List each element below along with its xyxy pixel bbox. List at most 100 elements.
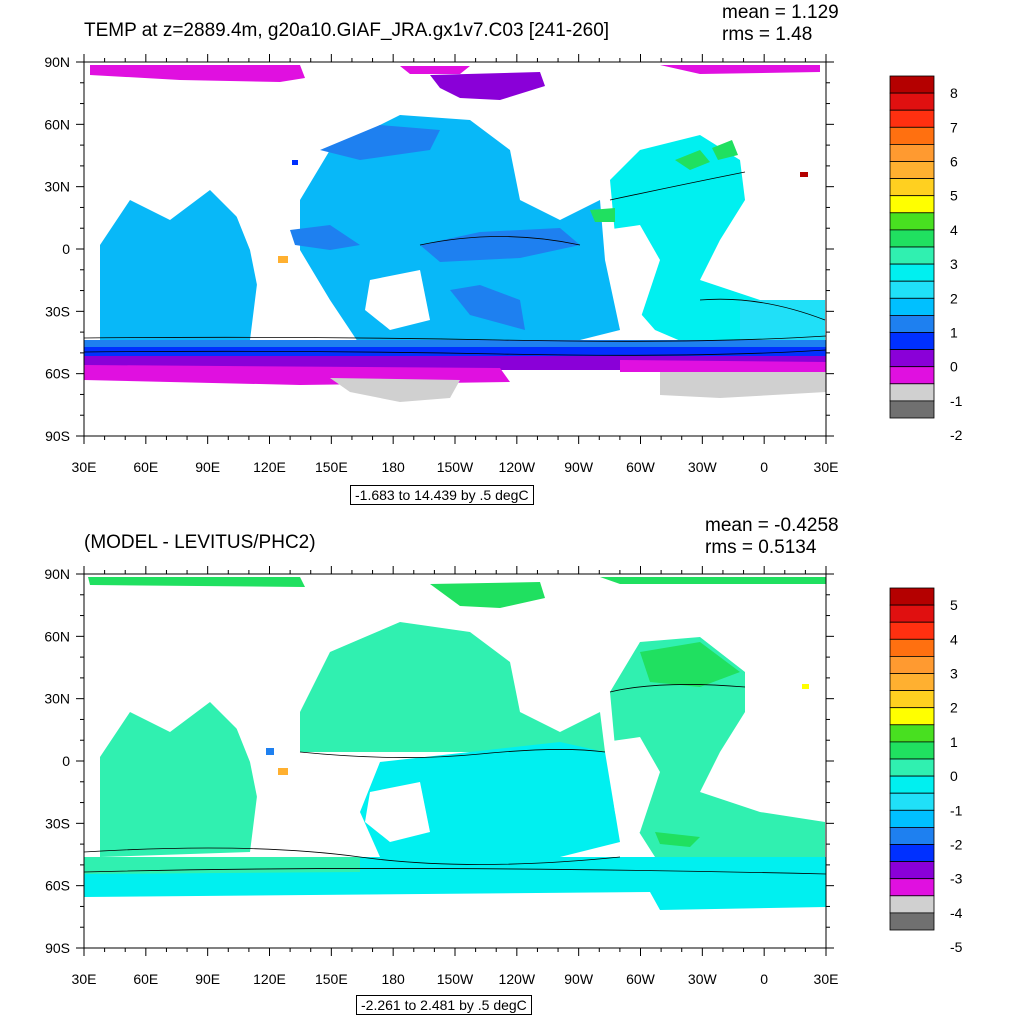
colorbar-swatch [889,280,935,299]
lat-tick-label: 0 [62,241,70,257]
land-australia [365,782,430,842]
panel-title: TEMP at z=2889.4m, g20a10.GIAF_JRA.gx1v7… [84,20,610,41]
map-panel-difference: (MODEL - LEVITUS/PHC2) mean = -0.4258 rm… [0,512,1024,1024]
map-field [84,574,826,948]
arctic-band [90,65,305,82]
mean-stat: mean = 1.129 [722,2,839,23]
lat-tick-label: 60S [45,878,70,894]
colorbar-swatch [889,126,935,145]
lon-tick-label: 120E [253,971,286,987]
colorbar-swatch [889,178,935,197]
colorbar-swatch [889,349,935,368]
lat-tick-label: 30S [45,303,70,319]
colorbar-swatch [889,263,935,282]
colorbar-label: -2 [950,837,963,853]
colorbar-swatch [889,826,935,845]
rms-stat: rms = 0.5134 [705,537,817,558]
lon-tick-label: 90W [564,971,594,987]
mean-stat: mean = -0.4258 [705,515,839,536]
colorbar-swatch [889,673,935,692]
north-atlantic-core [640,642,740,687]
colorbar-label: -1 [950,393,963,409]
colorbar-swatch [889,246,935,265]
north-atlantic-core [675,150,710,170]
colorbar-label: 3 [950,256,958,272]
equatorial-pacific [420,228,580,262]
lon-tick-label: 90W [564,459,594,475]
colorbar-swatch [889,604,935,623]
lon-tick-label: 30E [72,971,97,987]
lat-tick-label: 30N [44,691,70,707]
colorbar-label: -5 [950,939,963,955]
rms-stat: rms = 1.48 [722,24,813,45]
colorbar-label: 1 [950,325,958,341]
colorbar-swatch [889,109,935,128]
lon-tick-label: 0 [760,971,768,987]
colorbar-swatch [889,724,935,743]
colorbar-label: 7 [950,119,958,135]
lat-tick-label: 30N [44,179,70,195]
land-africa [230,702,290,812]
lat-tick-label: 90S [45,428,70,444]
arctic-band [88,577,305,587]
colorbar-swatch [889,229,935,248]
lon-tick-label: 180 [381,459,405,475]
colorbar-swatch [889,92,935,111]
lon-tick-label: 120E [253,459,286,475]
colorbar: 5 4 3 2 1 0 -1 -2 -3 -4 -5 [889,587,963,955]
north-pacific [320,125,440,160]
colorbar-swatch [889,707,935,726]
atlantic [610,637,825,857]
colorbar-swatch [889,383,935,402]
range-label: -2.261 to 2.481 by .5 degC [356,995,532,1015]
map-field [84,62,826,436]
lon-tick-label: 60W [626,971,656,987]
colorbar-label: 2 [950,290,958,306]
lon-tick-label: 150E [315,459,348,475]
colorbar-label: 4 [950,222,958,238]
colorbar-label: 8 [950,85,958,101]
colorbar-label: 4 [950,631,958,647]
lat-tick-label: 60N [44,628,70,644]
lon-tick-label: 90E [195,459,220,475]
colorbar-swatch [889,792,935,811]
indian-ocean [100,702,260,857]
colorbar-swatch [889,195,935,214]
lat-tick-label: 90N [44,566,70,582]
lon-tick-label: 60E [133,971,158,987]
lon-tick-label: 30W [688,459,718,475]
land-australia [365,270,430,330]
colorbar-label: 5 [950,597,958,613]
colorbar-label: -1 [950,802,963,818]
colorbar-swatch [889,161,935,180]
colorbar-swatch [889,844,935,863]
colorbar-swatch [889,587,935,606]
colorbar-swatch [889,895,935,914]
atlantic [610,135,825,345]
lon-tick-label: 30W [688,971,718,987]
lon-tick-label: 90E [195,971,220,987]
lon-tick-label: 0 [760,459,768,475]
colorbar-label: 3 [950,666,958,682]
colorbar-swatch [889,638,935,657]
colorbar-swatch [889,861,935,880]
lat-tick-label: 60S [45,366,70,382]
colorbar-swatch [889,297,935,316]
lat-tick-label: 90N [44,54,70,70]
colorbar-swatch [889,655,935,674]
colorbar-label: 0 [950,359,958,375]
lon-tick-label: 60W [626,459,656,475]
colorbar-swatch [889,366,935,385]
colorbar-swatch [889,143,935,162]
colorbar-label: 5 [950,188,958,204]
land-south-america [605,225,660,340]
lon-tick-label: 30E [72,459,97,475]
colorbar-label: 2 [950,700,958,716]
lon-tick-label: 30E [814,459,839,475]
lon-tick-label: 150W [437,971,474,987]
colorbar-swatch [889,758,935,777]
